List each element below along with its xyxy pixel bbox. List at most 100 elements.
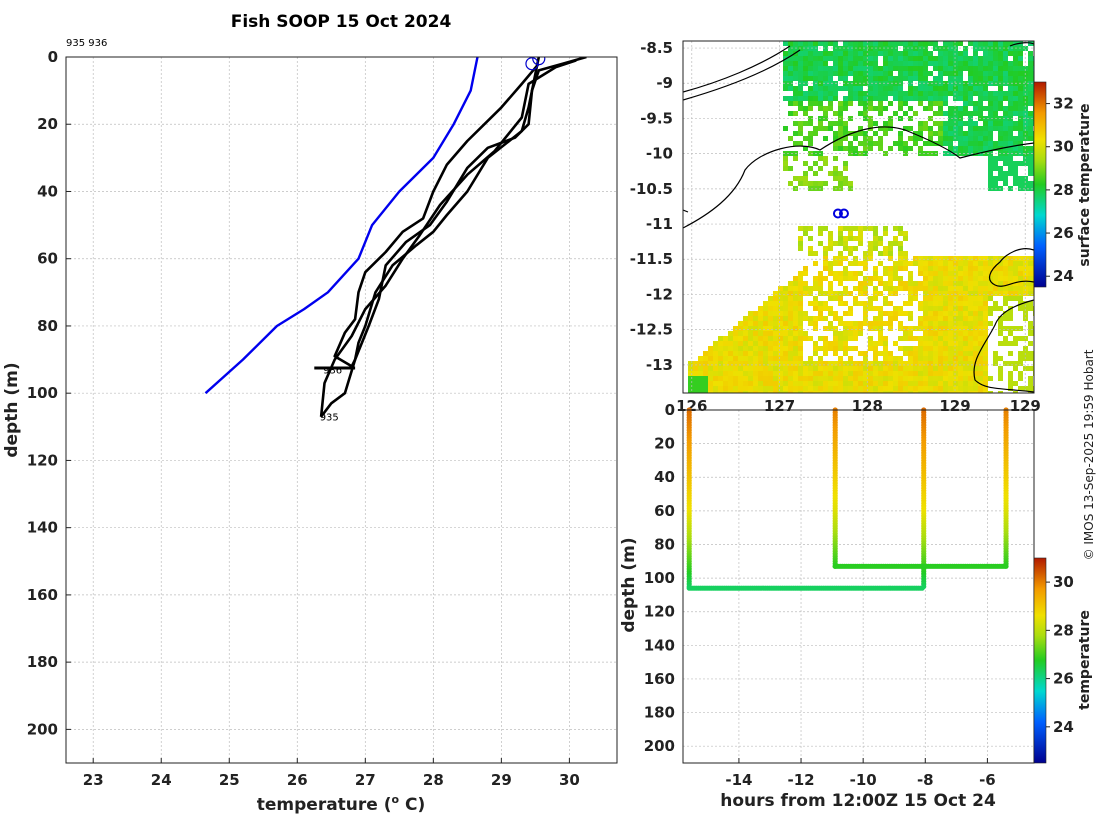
sst-cell	[928, 371, 933, 376]
sst-cell	[958, 41, 963, 46]
sst-cell	[763, 386, 768, 391]
sst-cell	[1013, 111, 1018, 116]
sst-cell	[853, 386, 858, 391]
sst-cell	[813, 301, 818, 306]
sst-cell	[818, 311, 823, 316]
sst-cell	[833, 291, 838, 296]
sst-cell	[1018, 56, 1023, 61]
temperature-colorbar-tick-label: 30	[1053, 573, 1074, 591]
sst-cell	[1013, 46, 1018, 51]
sst-cell	[953, 71, 958, 76]
sst-cell	[783, 306, 788, 311]
sst-cell	[783, 391, 788, 393]
sst-cell	[703, 376, 708, 381]
sst-cell	[988, 136, 993, 141]
sst-cell	[938, 121, 943, 126]
sst-cell	[1013, 341, 1018, 346]
sst-cell	[873, 106, 878, 111]
sst-cell	[963, 386, 968, 391]
profile-label: 935	[320, 413, 339, 424]
sst-cell	[783, 86, 788, 91]
sst-cell	[788, 41, 793, 46]
sst-cell	[693, 391, 698, 393]
sst-cell	[978, 71, 983, 76]
sst-cell	[978, 66, 983, 71]
sst-cell	[958, 291, 963, 296]
sst-cell	[983, 291, 988, 296]
sst-cell	[838, 146, 843, 151]
sst-cell	[823, 156, 828, 161]
sst-cell	[918, 131, 923, 136]
sst-cell	[1003, 136, 1008, 141]
sst-cell	[848, 331, 853, 336]
sst-cell	[768, 326, 773, 331]
sst-cell	[843, 176, 848, 181]
sst-cell	[893, 96, 898, 101]
sst-cell	[808, 371, 813, 376]
sst-cell	[898, 231, 903, 236]
sst-cell	[883, 286, 888, 291]
sst-cell	[763, 321, 768, 326]
sst-cell	[963, 311, 968, 316]
sst-cell	[1028, 91, 1033, 96]
sst-cell	[948, 361, 953, 366]
sst-cell	[748, 366, 753, 371]
sst-cell	[958, 331, 963, 336]
sst-cell	[828, 56, 833, 61]
sst-cell	[1018, 106, 1023, 111]
sst-cell	[1018, 286, 1023, 291]
sst-cell	[808, 186, 813, 191]
sst-cell	[803, 46, 808, 51]
sst-cell	[848, 146, 853, 151]
sst-cell	[833, 96, 838, 101]
y-tick-label: 160	[27, 586, 58, 604]
sst-cell	[938, 291, 943, 296]
sst-cell	[888, 266, 893, 271]
sst-cell	[878, 361, 883, 366]
sst-cell	[938, 391, 943, 393]
sst-cell	[803, 311, 808, 316]
sst-cell	[838, 276, 843, 281]
sst-cell	[758, 316, 763, 321]
sst-cell	[933, 46, 938, 51]
sst-cell	[823, 116, 828, 121]
sst-cell	[968, 256, 973, 261]
sst-cell	[793, 386, 798, 391]
sst-cell	[898, 381, 903, 386]
sst-cell	[733, 371, 738, 376]
sst-cell	[868, 241, 873, 246]
sst-cell	[933, 56, 938, 61]
sst-cell	[963, 356, 968, 361]
sst-cell	[873, 51, 878, 56]
sst-cell	[908, 381, 913, 386]
sst-cell	[803, 176, 808, 181]
sst-cell	[893, 371, 898, 376]
sst-cell	[1018, 141, 1023, 146]
sst-cell	[983, 316, 988, 321]
sst-cell	[753, 351, 758, 356]
sst-cell	[883, 361, 888, 366]
sst-cell	[968, 261, 973, 266]
sst-cell	[968, 266, 973, 271]
sst-cell	[943, 111, 948, 116]
sst-cell	[698, 381, 703, 386]
sst-cell	[908, 286, 913, 291]
sst-cell	[1003, 116, 1008, 121]
sst-cell	[828, 291, 833, 296]
sst-cell	[843, 326, 848, 331]
sst-cell	[1003, 106, 1008, 111]
sst-cell	[723, 336, 728, 341]
sst-cell	[703, 366, 708, 371]
sst-cell	[928, 256, 933, 261]
sst-cell	[808, 291, 813, 296]
sst-cell	[938, 371, 943, 376]
sst-cell	[1008, 91, 1013, 96]
sst-cell	[1003, 96, 1008, 101]
sst-cell	[1028, 136, 1033, 141]
y-tick-label: 200	[27, 720, 58, 738]
sst-cell	[843, 101, 848, 106]
sst-cell	[823, 86, 828, 91]
sst-cell	[958, 261, 963, 266]
sst-cell	[918, 376, 923, 381]
sst-cell	[958, 266, 963, 271]
